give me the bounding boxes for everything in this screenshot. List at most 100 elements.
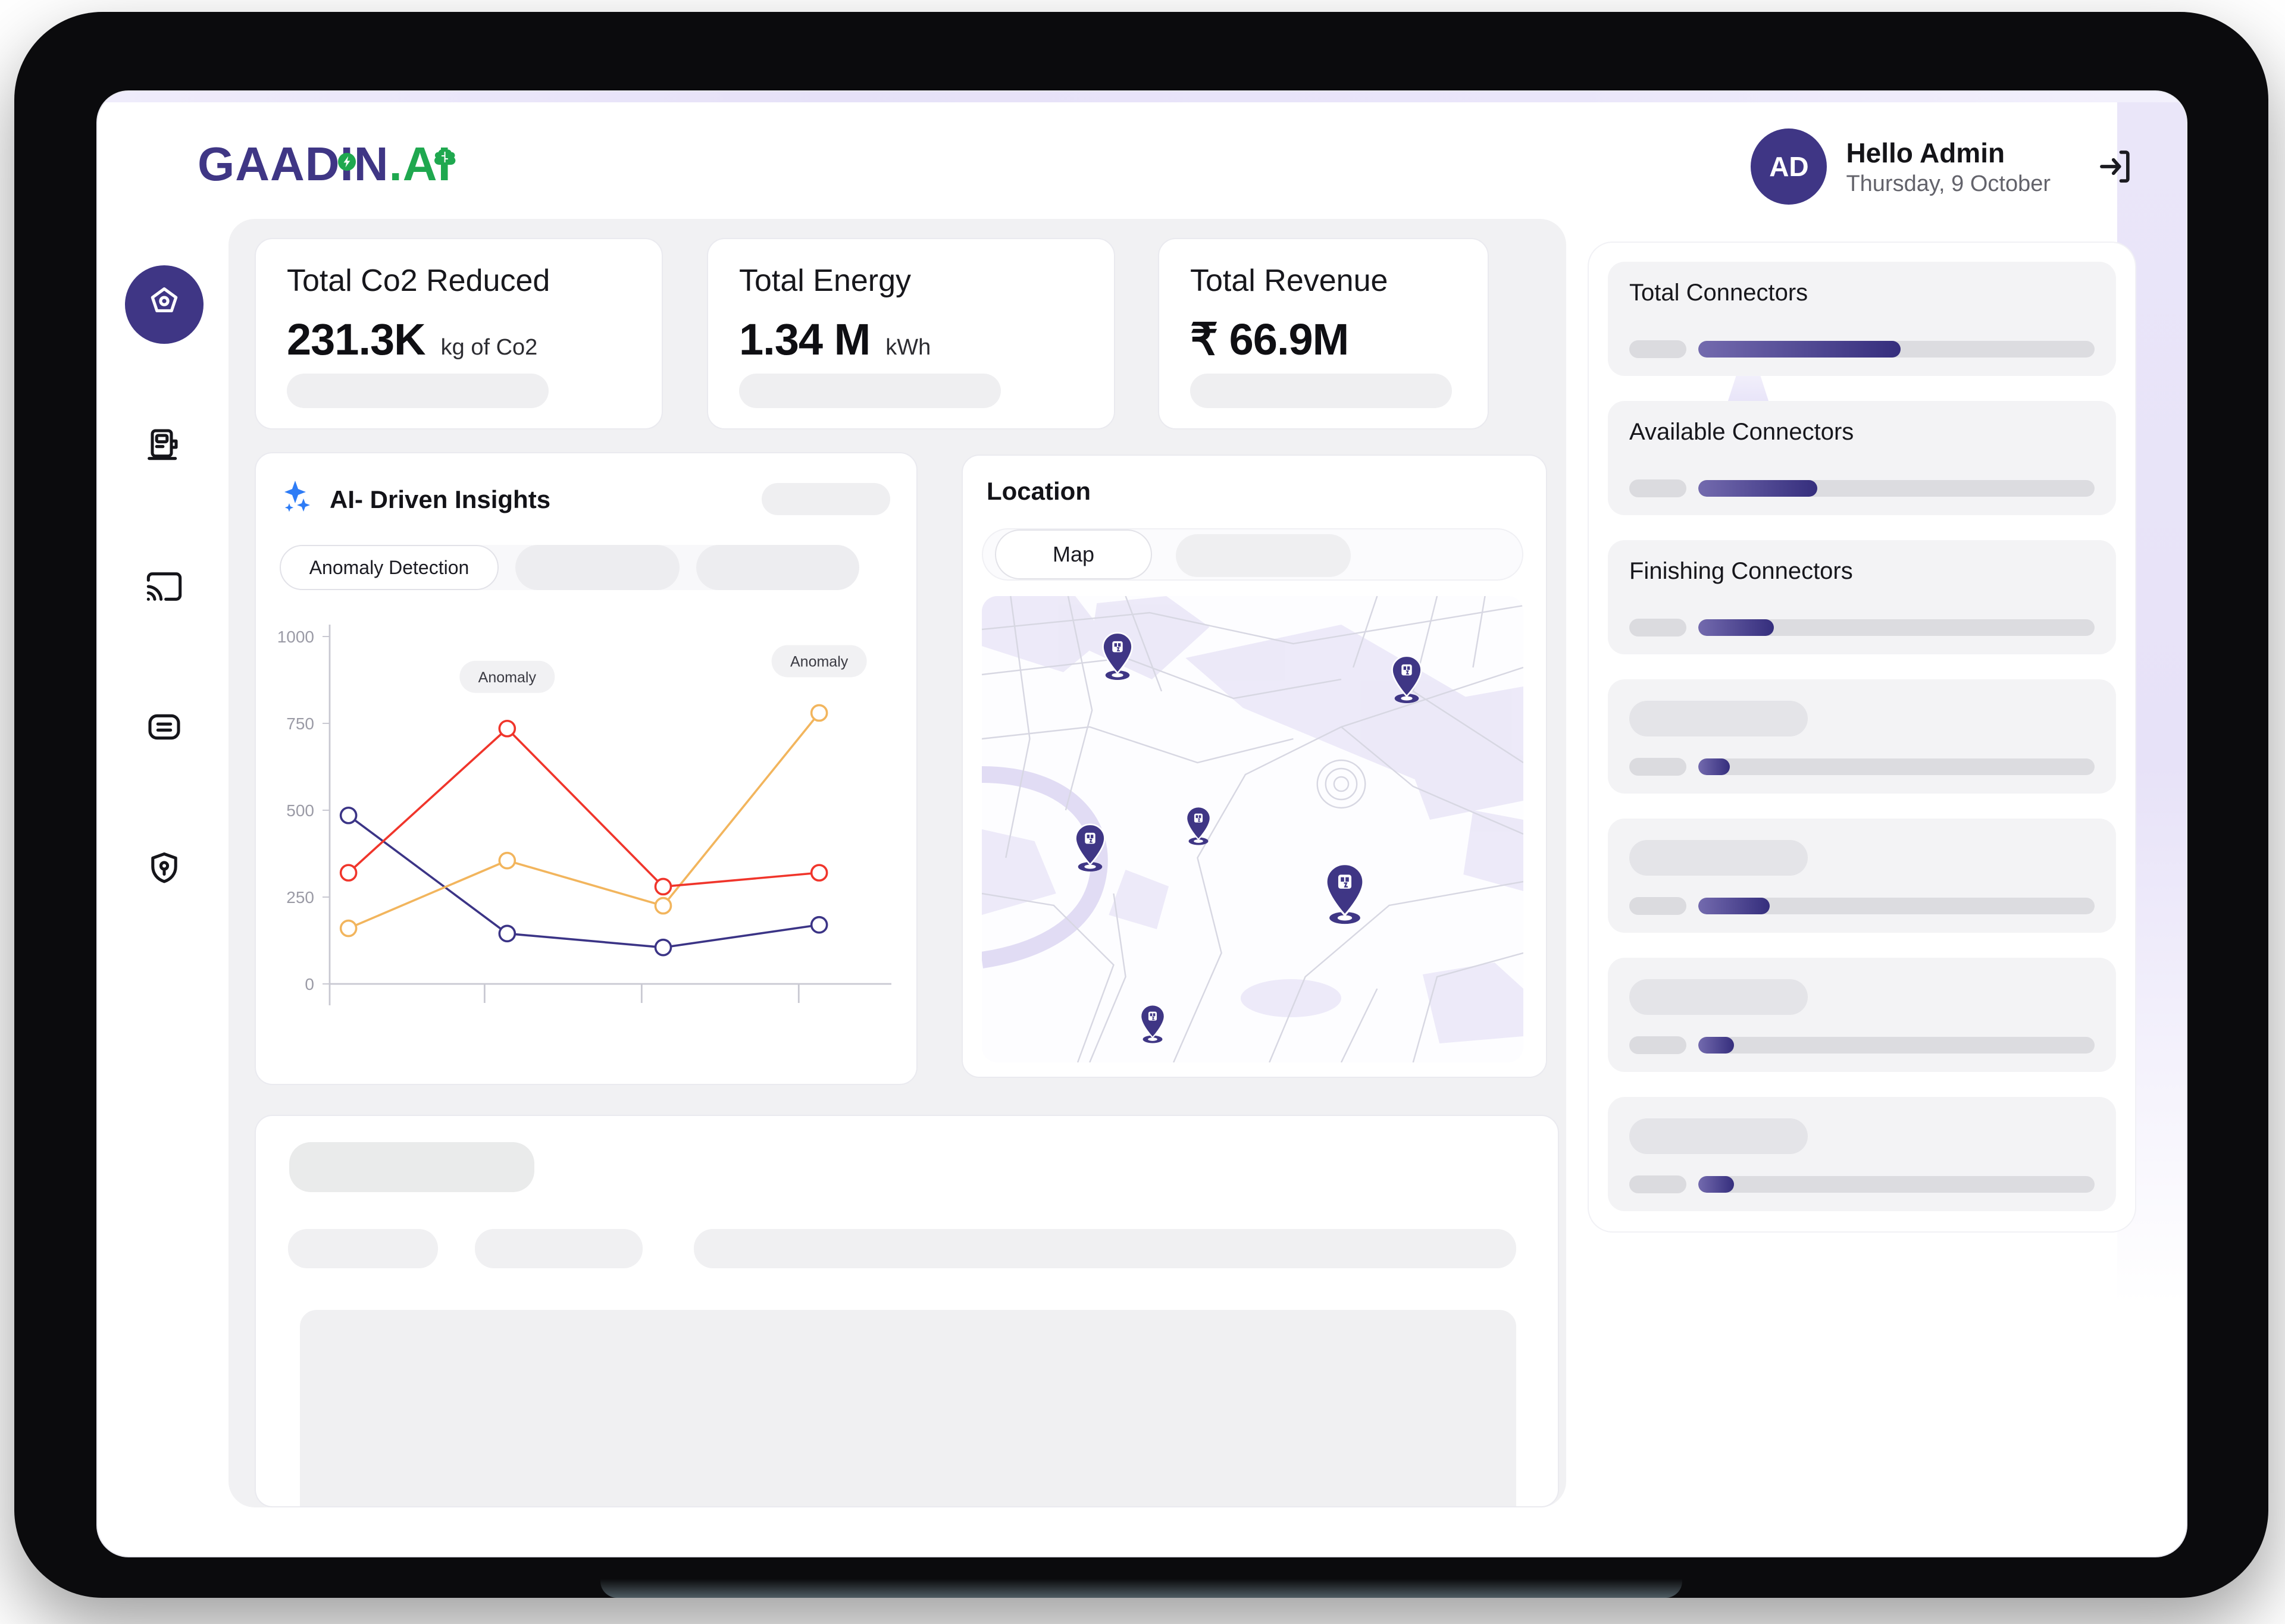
- cast-icon: [145, 568, 183, 610]
- sidebar-item-chargers[interactable]: [125, 408, 204, 487]
- connector-card-loading: [1608, 819, 2116, 933]
- sidebar-item-cast[interactable]: [125, 550, 204, 628]
- progress-fill: [1698, 898, 1770, 914]
- stat-value: 231.3K: [287, 315, 426, 364]
- svg-text:0: 0: [305, 975, 314, 993]
- greeting-text: Hello Admin: [1846, 137, 2005, 168]
- sidebar-item-security[interactable]: [125, 832, 204, 910]
- progress-fill: [1698, 1176, 1734, 1193]
- ai-sparkle-icon: [280, 479, 315, 515]
- svg-text:250: 250: [286, 888, 314, 907]
- stat-value: 1.34 M: [739, 315, 871, 364]
- connector-card-total: Total Connectors: [1608, 262, 2116, 376]
- map-button[interactable]: Map: [995, 529, 1152, 579]
- skeleton-pill: [1629, 1036, 1686, 1054]
- logo-text-purple: GAAD: [198, 137, 340, 190]
- map-pin-icon[interactable]: [1068, 822, 1112, 873]
- skeleton-pill: [1629, 897, 1686, 915]
- logout-icon[interactable]: [2096, 146, 2136, 187]
- svg-text:Anomaly: Anomaly: [478, 669, 537, 686]
- connector-card-loading: [1608, 679, 2116, 794]
- top-accent-strip: [98, 92, 2186, 102]
- progress-fill: [1698, 758, 1730, 775]
- stat-card-co2: Total Co2 Reduced 231.3K kg of Co2: [255, 238, 663, 429]
- skeleton-pill: [1629, 1118, 1808, 1154]
- sidebar-item-dashboard[interactable]: [125, 265, 204, 344]
- stat-value: ₹ 66.9M: [1190, 315, 1349, 364]
- shield-key-icon: [145, 849, 183, 892]
- home-pentagon-icon: [145, 283, 183, 326]
- stat-card-revenue: Total Revenue ₹ 66.9M: [1158, 238, 1489, 429]
- skeleton-pill: [1629, 479, 1686, 497]
- skeleton-pill: [1629, 840, 1808, 876]
- svg-text:Anomaly: Anomaly: [790, 653, 849, 670]
- admin-header-block: AD Hello Admin Thursday, 9 October: [1751, 128, 2136, 205]
- connectors-panel: Total Connectors Available Connectors Fi…: [1589, 243, 2135, 1231]
- skeleton-pill: [1629, 701, 1808, 736]
- svg-text:500: 500: [286, 801, 314, 820]
- brand-logo: GAADIN.AI: [198, 137, 456, 190]
- map-pin-icon[interactable]: [1385, 654, 1429, 705]
- map-area[interactable]: [982, 596, 1523, 1062]
- skeleton-pill: [1176, 534, 1351, 577]
- card-lines-icon: [145, 708, 183, 751]
- ev-charger-icon: [145, 426, 183, 469]
- progress-bar: [1698, 1037, 2095, 1054]
- map-pin-icon[interactable]: [1181, 805, 1216, 846]
- skeleton-pill: [694, 1229, 1516, 1268]
- insights-title: AI- Driven Insights: [330, 485, 551, 513]
- app-window: GAADIN.AI AD Hello Admin Thursday, 9 Oct…: [98, 92, 2186, 1556]
- map-pin-icon[interactable]: [1317, 861, 1373, 926]
- stat-unit: kWh: [885, 335, 931, 360]
- avatar[interactable]: AD: [1751, 128, 1827, 205]
- map-pin-icon[interactable]: [1135, 1003, 1170, 1044]
- skeleton-pill: [1629, 340, 1686, 358]
- skeleton-pill: [1629, 758, 1686, 776]
- progress-fill: [1698, 1037, 1734, 1054]
- progress-fill: [1698, 480, 1817, 497]
- skeleton-pill: [1629, 619, 1686, 637]
- connector-label: Total Connectors: [1629, 280, 1808, 306]
- insights-tabs: Anomaly Detection: [280, 545, 859, 590]
- header-date: Thursday, 9 October: [1846, 171, 2051, 196]
- skeleton-pill: [289, 1142, 534, 1192]
- skeleton-pill: [739, 374, 1001, 408]
- connector-card-loading: [1608, 958, 2116, 1072]
- anomaly-line-chart: 1000 750 500 250 0 Anomaly Anomaly: [277, 625, 891, 1005]
- progress-bar: [1698, 898, 2095, 914]
- progress-bar: [1698, 619, 2095, 636]
- brain-icon: [433, 124, 456, 165]
- stat-unit: kg of Co2: [440, 335, 538, 360]
- skeleton-pill: [287, 374, 549, 408]
- svg-text:750: 750: [286, 714, 314, 733]
- stat-title: Total Energy: [739, 264, 912, 298]
- progress-bar: [1698, 341, 2095, 358]
- skeleton-pill: [1190, 374, 1452, 408]
- skeleton-pill: [288, 1229, 438, 1268]
- app-header: GAADIN.AI AD Hello Admin Thursday, 9 Oct…: [98, 102, 2186, 224]
- svg-text:1000: 1000: [277, 628, 314, 646]
- stat-card-energy: Total Energy 1.34 M kWh: [707, 238, 1115, 429]
- skeleton-pill: [1629, 1175, 1686, 1193]
- lightning-dot-icon: [338, 128, 356, 171]
- device-frame: GAADIN.AI AD Hello Admin Thursday, 9 Oct…: [14, 12, 2268, 1598]
- sidebar-item-sessions[interactable]: [125, 690, 204, 769]
- location-card: Location Map: [962, 454, 1547, 1078]
- stat-title: Total Co2 Reduced: [287, 264, 550, 298]
- insights-card: AI- Driven Insights Anomaly Detection 10…: [255, 452, 918, 1085]
- progress-bar: [1698, 480, 2095, 497]
- progress-bar: [1698, 758, 2095, 775]
- map-view-switch: Map: [982, 528, 1523, 581]
- map-pin-icon[interactable]: [1095, 631, 1140, 681]
- connector-card-available: Available Connectors: [1608, 401, 2116, 515]
- logo-text-purple-2: N: [353, 137, 389, 190]
- main-content: Total Co2 Reduced 231.3K kg of Co2 Total …: [228, 219, 1566, 1507]
- skeleton-pill: [762, 483, 890, 515]
- skeleton-table-placeholder: [300, 1310, 1516, 1506]
- tab-skeleton: [696, 545, 859, 590]
- connector-card-finishing: Finishing Connectors: [1608, 540, 2116, 654]
- tab-anomaly-detection[interactable]: Anomaly Detection: [280, 545, 499, 590]
- map-tiles: [982, 596, 1523, 1062]
- connector-label: Finishing Connectors: [1629, 558, 1853, 584]
